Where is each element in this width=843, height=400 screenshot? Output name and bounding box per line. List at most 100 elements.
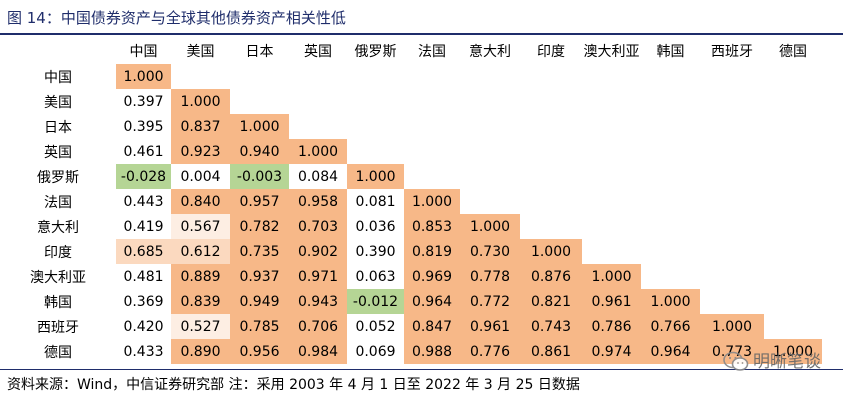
empty-cell <box>347 64 404 89</box>
empty-cell <box>460 89 520 114</box>
correlation-cell: 0.961 <box>582 289 641 314</box>
correlation-cell: 0.036 <box>347 214 404 239</box>
empty-cell <box>641 114 700 139</box>
row-header: 中国 <box>44 69 72 86</box>
column-header: 中国 <box>129 44 158 60</box>
correlation-cell: 0.957 <box>230 189 289 214</box>
correlation-cell: 0.785 <box>230 314 289 339</box>
row-header: 英国 <box>44 144 72 161</box>
empty-cell <box>700 139 764 164</box>
correlation-cell: 0.063 <box>347 264 404 289</box>
correlation-cell: 0.847 <box>404 314 460 339</box>
correlation-cell: 0.837 <box>171 114 230 139</box>
empty-cell <box>347 114 404 139</box>
empty-cell <box>520 164 582 189</box>
correlation-cell: 0.743 <box>520 314 582 339</box>
empty-cell <box>764 239 822 264</box>
correlation-cell: 1.000 <box>116 64 171 89</box>
empty-cell <box>460 64 520 89</box>
empty-cell <box>289 114 347 139</box>
empty-cell <box>347 139 404 164</box>
correlation-cell: 0.481 <box>116 264 171 289</box>
correlation-cell: 0.004 <box>171 164 230 189</box>
table-row: 印度 0.685 0.612 0.735 0.902 0.390 0.819 0.730 1.0… <box>0 239 822 264</box>
column-header: 德国 <box>779 44 807 60</box>
correlation-cell: 0.735 <box>230 239 289 264</box>
column-header: 美国 <box>186 44 215 60</box>
correlation-cell: 0.369 <box>116 289 171 314</box>
empty-cell <box>520 139 582 164</box>
empty-cell <box>641 89 700 114</box>
column-header: 英国 <box>304 44 332 60</box>
correlation-cell: 0.961 <box>460 314 520 339</box>
correlation-cell: 0.956 <box>230 339 289 364</box>
empty-cell <box>520 189 582 214</box>
empty-cell <box>764 114 822 139</box>
correlation-cell: 0.390 <box>347 239 404 264</box>
watermark-text: 明晰笔谈 <box>753 352 821 372</box>
empty-cell <box>764 189 822 214</box>
column-header: 西班牙 <box>711 44 753 60</box>
figure-title: 图 14：中国债券资产与全球其他债券资产相关性低 <box>7 9 346 27</box>
correlation-cell: 0.902 <box>289 239 347 264</box>
empty-cell <box>700 164 764 189</box>
empty-cell <box>460 164 520 189</box>
correlation-cell: 1.000 <box>520 239 582 264</box>
empty-cell <box>700 64 764 89</box>
empty-cell <box>582 89 641 114</box>
empty-cell <box>641 164 700 189</box>
table-row: 德国 0.433 0.890 0.956 0.984 0.069 0.988 0.776 0.8… <box>0 339 822 364</box>
table-row: 俄罗斯 -0.028 0.004 -0.003 0.084 1.000 <box>0 164 822 189</box>
correlation-cell: -0.012 <box>347 289 404 314</box>
correlation-cell: 0.084 <box>289 164 347 189</box>
correlation-cell: 0.937 <box>230 264 289 289</box>
watermark: 明晰笔谈 <box>723 350 821 374</box>
correlation-cell: 0.612 <box>171 239 230 264</box>
empty-cell <box>460 189 520 214</box>
correlation-cell: 0.706 <box>289 314 347 339</box>
row-header: 意大利 <box>37 219 79 236</box>
empty-cell <box>171 64 230 89</box>
correlation-cell: 0.703 <box>289 214 347 239</box>
column-header: 澳大利亚 <box>583 44 640 60</box>
correlation-cell: 0.940 <box>230 139 289 164</box>
correlation-cell: 0.778 <box>460 264 520 289</box>
correlation-cell: 0.567 <box>171 214 230 239</box>
row-header: 德国 <box>44 344 72 361</box>
correlation-cell: 0.786 <box>582 314 641 339</box>
table-row: 法国 0.443 0.840 0.957 0.958 0.081 1.000 <box>0 189 822 214</box>
empty-cell <box>764 164 822 189</box>
row-header: 日本 <box>44 119 72 136</box>
empty-cell <box>520 214 582 239</box>
correlation-cell: 0.776 <box>460 339 520 364</box>
empty-cell <box>641 189 700 214</box>
correlation-cell: 0.773 <box>700 339 764 364</box>
correlation-cell: 0.969 <box>404 264 460 289</box>
table-row: 西班牙 0.420 0.527 0.785 0.706 0.052 0.847 0.961 0.… <box>0 314 822 339</box>
empty-cell <box>700 264 764 289</box>
empty-cell <box>700 214 764 239</box>
empty-cell <box>347 89 404 114</box>
row-header: 印度 <box>44 244 72 261</box>
column-header: 韩国 <box>656 44 685 60</box>
table-row: 意大利 0.419 0.567 0.782 0.703 0.036 0.853 1.000 <box>0 214 822 239</box>
empty-cell <box>404 139 460 164</box>
correlation-cell: 0.861 <box>520 339 582 364</box>
correlation-cell: 0.964 <box>404 289 460 314</box>
correlation-cell: 0.839 <box>171 289 230 314</box>
empty-cell <box>582 189 641 214</box>
correlation-cell: 0.782 <box>230 214 289 239</box>
correlation-cell: 0.840 <box>171 189 230 214</box>
correlation-cell: 0.433 <box>116 339 171 364</box>
row-header: 西班牙 <box>37 319 79 336</box>
row-header: 俄罗斯 <box>37 169 79 186</box>
correlation-cell: 0.527 <box>171 314 230 339</box>
correlation-cell: 0.889 <box>171 264 230 289</box>
correlation-cell: 0.984 <box>289 339 347 364</box>
correlation-cell: 1.000 <box>171 89 230 114</box>
column-header: 日本 <box>245 44 274 60</box>
empty-cell <box>764 289 822 314</box>
empty-cell <box>700 114 764 139</box>
empty-cell <box>230 89 289 114</box>
table-row: 中国 1.000 <box>0 64 822 89</box>
